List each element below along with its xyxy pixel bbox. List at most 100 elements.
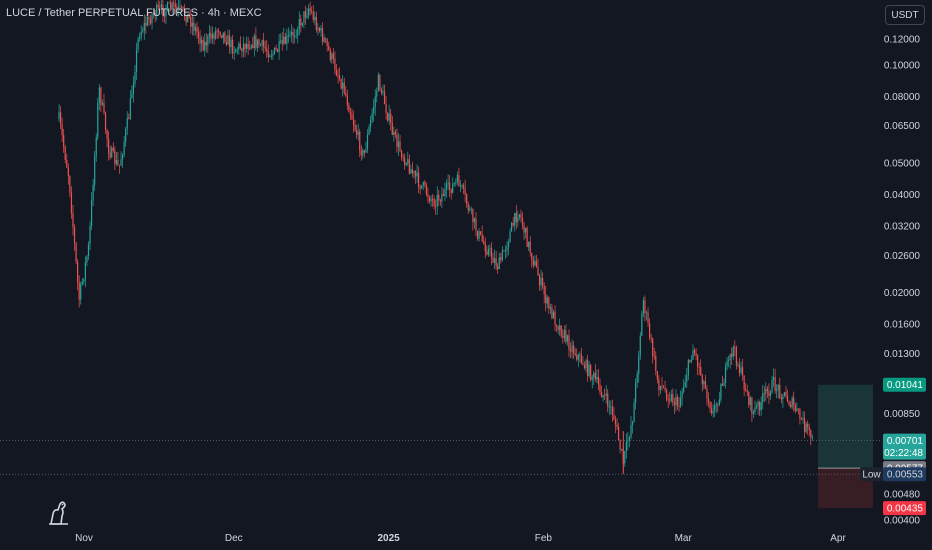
currency-button[interactable]: USDT (885, 5, 925, 25)
tradingview-logo-icon[interactable] (48, 500, 70, 526)
candle-body (366, 134, 369, 150)
candle-body (66, 160, 68, 168)
candle-body (470, 208, 472, 210)
candle-body (503, 250, 505, 252)
candle-body (786, 396, 789, 403)
candle-body (487, 249, 489, 255)
candle-body (537, 266, 539, 276)
candle-body (718, 399, 720, 405)
candle-body (202, 40, 204, 51)
candle-body (224, 32, 226, 42)
candle-body (774, 377, 776, 391)
candle-body (137, 38, 139, 50)
candle-body (410, 169, 412, 174)
x-tick-label: Nov (75, 533, 93, 544)
candle-body (301, 22, 303, 26)
candle-body (436, 194, 438, 207)
candle-body (805, 423, 807, 432)
candles-layer (58, 0, 813, 475)
candle-body (493, 258, 496, 263)
candle-body (590, 364, 592, 380)
price-axis[interactable]: 0.12000 0.10000 0.08000 0.06500 0.05000 0.040… (884, 35, 921, 527)
candle-body (230, 39, 232, 48)
candle-body (797, 408, 799, 410)
candle-body (318, 28, 321, 32)
candle-body (466, 194, 468, 204)
candle-body (67, 167, 69, 177)
candle-body (723, 383, 725, 386)
candle-body (554, 311, 556, 325)
chart-title: LUCE / Tether PERPETUAL FUTURES · 4h · M… (6, 7, 262, 19)
candle-body (64, 147, 66, 161)
candle-body (354, 125, 356, 131)
candle-body (613, 414, 615, 420)
candle-body (146, 17, 148, 26)
candle-body (81, 281, 83, 284)
candle-body (242, 43, 245, 52)
candle-body (340, 78, 342, 89)
candle-body (728, 359, 730, 361)
candle-body (717, 404, 719, 406)
low-label[interactable]: Low 0.00553 (860, 467, 926, 482)
candle-body (343, 82, 345, 93)
candle-body (703, 381, 705, 385)
take-profit-label[interactable]: 0.01041 (883, 377, 926, 392)
candle-body (565, 330, 567, 342)
candle-body (472, 208, 474, 223)
candle-body (511, 222, 513, 232)
candle-body (441, 193, 443, 202)
candle-body (659, 385, 662, 390)
x-tick-label: 2025 (377, 533, 400, 544)
candle-body (450, 188, 452, 193)
candle-body (782, 396, 784, 400)
candle-body (156, 4, 158, 16)
candle-body (185, 16, 187, 23)
candle-body (759, 401, 761, 411)
stop-loss-label[interactable]: 0.00435 (883, 501, 926, 516)
candle-body (346, 95, 348, 105)
candle-body (605, 393, 607, 396)
candle-body (433, 199, 435, 207)
candle-body (524, 227, 527, 233)
candle-body (396, 134, 398, 148)
candle-body (125, 128, 127, 142)
candle-body (701, 374, 703, 385)
time-axis[interactable]: Nov Dec 2025 Feb Mar Apr (75, 533, 846, 544)
candle-body (166, 2, 169, 11)
take-profit-zone[interactable] (818, 384, 873, 469)
candle-body (297, 29, 299, 36)
candle-body (602, 395, 604, 398)
candle-body (357, 131, 359, 135)
candle-body (661, 385, 663, 387)
candle-body (670, 394, 672, 401)
candle-body (449, 182, 451, 189)
candle-body (662, 386, 665, 388)
candle-body (128, 118, 130, 120)
candle-body (543, 285, 545, 295)
candle-body (180, 6, 183, 8)
candle-body (638, 355, 640, 374)
candle-body (227, 35, 229, 45)
candle-body (695, 353, 697, 356)
candle-body (439, 200, 441, 202)
candle-body (280, 40, 282, 42)
candle-body (461, 185, 463, 187)
candle-body (749, 397, 751, 405)
candle-body (692, 350, 694, 360)
candle-body (452, 183, 454, 193)
candle-body (576, 354, 578, 360)
candle-body (382, 91, 384, 93)
candle-body (545, 294, 547, 304)
candle-body (376, 91, 378, 97)
candle-body (152, 12, 155, 15)
candle-body (335, 70, 338, 76)
candle-body (368, 126, 370, 135)
candle-body (208, 33, 210, 37)
candle-body (334, 58, 336, 71)
candle-body (483, 241, 485, 244)
candle-body (188, 13, 190, 17)
candle-body (261, 40, 263, 46)
